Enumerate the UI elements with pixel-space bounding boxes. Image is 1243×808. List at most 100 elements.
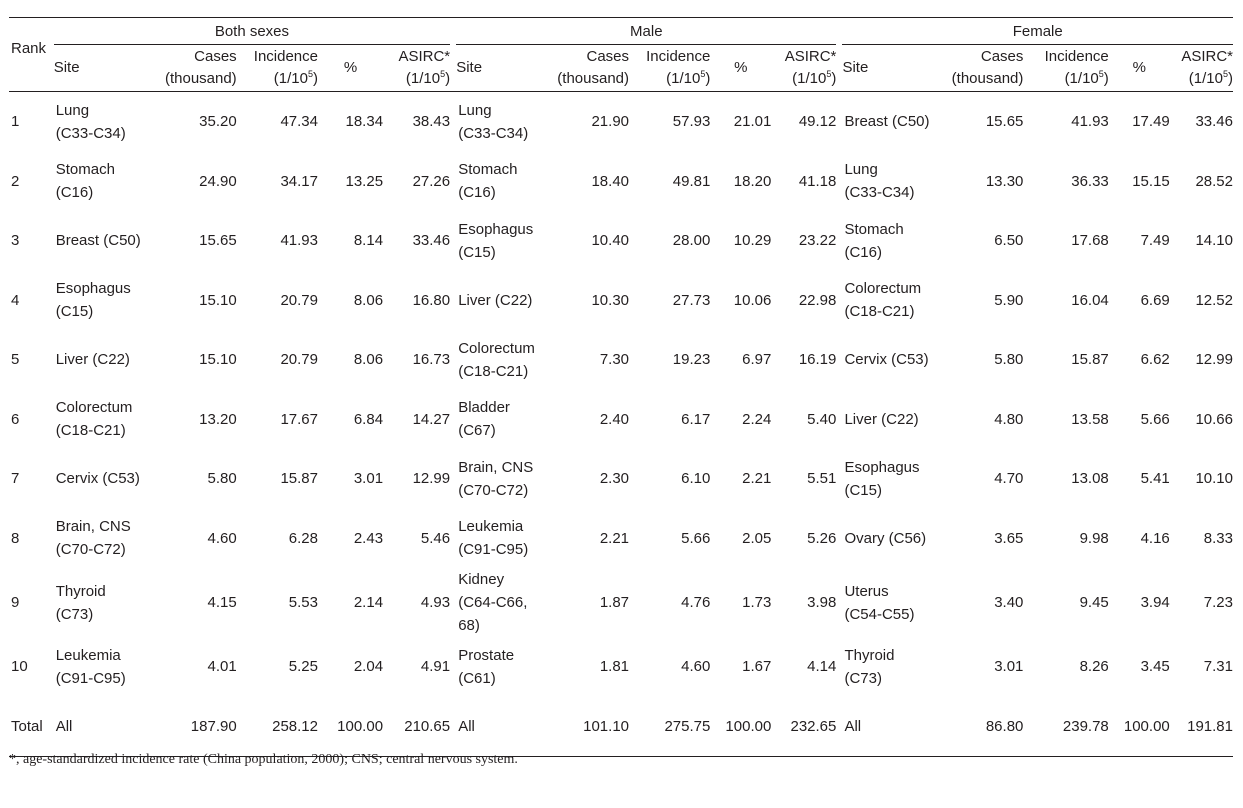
table-body: 1 Lung (C33-C34) 35.20 47.34 18.34 38.43 Lung (C… xyxy=(9,92,1233,757)
both-incidence-cell: 258.12 xyxy=(272,717,318,735)
female-pct-cell: 4.16 xyxy=(1140,529,1170,547)
male-incidence-cell: 6.17 xyxy=(681,410,711,428)
male-incidence-cell: 19.23 xyxy=(672,351,711,369)
both-cases-header: Cases (thousand) xyxy=(164,48,237,87)
male-asirc-header: ASIRC* (1/105) xyxy=(784,48,837,87)
both-cases-cell: 24.90 xyxy=(199,172,237,190)
male-incidence-cell: 5.66 xyxy=(681,529,711,547)
male-pct-cell: 2.21 xyxy=(742,470,772,488)
both-cases-cell: 4.60 xyxy=(207,529,237,547)
female-incidence-cell: 17.68 xyxy=(1071,232,1109,250)
female-cases-cell: 13.30 xyxy=(985,172,1024,190)
rank-cell: 10 xyxy=(11,658,28,676)
male-incidence-cell: 27.73 xyxy=(672,291,711,309)
female-asirc-cell: 12.52 xyxy=(1195,291,1233,309)
female-asirc-cell: 33.46 xyxy=(1195,113,1233,131)
group-both-sexes: Both sexes xyxy=(53,17,451,45)
both-cases-cell: 35.20 xyxy=(199,113,237,131)
both-site-cell: Liver (C22) xyxy=(55,351,130,369)
both-incidence-cell: 20.79 xyxy=(280,291,318,309)
male-pct-cell: 10.29 xyxy=(733,232,772,250)
female-site-cell: Liver (C22) xyxy=(844,410,919,428)
both-incidence-cell: 17.67 xyxy=(280,410,318,428)
both-asirc-cell: 38.43 xyxy=(412,113,451,131)
male-asirc-cell: 5.26 xyxy=(807,529,837,547)
female-incidence-cell: 9.45 xyxy=(1079,594,1109,611)
both-asirc-cell: 4.91 xyxy=(420,658,451,676)
male-asirc-cell: 41.18 xyxy=(798,172,837,190)
both-incidence-cell: 41.93 xyxy=(280,232,318,250)
both-pct-cell: 13.25 xyxy=(345,172,384,190)
footnote: *, age-standardized incidence rate (Chin… xyxy=(9,752,518,767)
female-incidence-cell: 239.78 xyxy=(1062,717,1109,735)
female-cases-cell: 3.40 xyxy=(994,594,1024,611)
male-pct-cell: 10.06 xyxy=(733,291,772,309)
table-row: 6 Colorectum (C18-C21) 13.20 17.67 6.84 14.27 B… xyxy=(9,390,1233,450)
male-incidence-cell: 4.60 xyxy=(681,658,711,676)
both-asirc-cell: 5.46 xyxy=(420,529,451,547)
both-asirc-cell: 16.80 xyxy=(412,291,451,309)
male-cases-cell: 18.40 xyxy=(591,172,630,190)
both-asirc-header: ASIRC* (1/105) xyxy=(398,48,451,87)
male-incidence-cell: 57.93 xyxy=(672,113,711,131)
both-site-cell: Brain, CNS (C70-C72) xyxy=(55,518,131,559)
female-pct-cell: 3.94 xyxy=(1140,594,1170,611)
female-cases-cell: 3.65 xyxy=(994,529,1024,547)
male-pct-cell: 21.01 xyxy=(733,113,772,131)
both-site-cell: Thyroid (C73) xyxy=(55,582,106,623)
female-percent-header: % xyxy=(1132,59,1146,76)
cancer-incidence-table: Rank Both sexes Male Female Site Cases (th… xyxy=(9,17,1233,757)
rank-cell: 7 xyxy=(11,470,20,488)
female-incidence-cell: 16.04 xyxy=(1071,291,1109,309)
table-wrapper: Rank Both sexes Male Female Site Cases (th… xyxy=(9,17,1233,757)
both-pct-cell: 2.14 xyxy=(353,594,384,611)
group-male: Male xyxy=(456,17,837,45)
male-cases-cell: 1.87 xyxy=(599,594,630,611)
male-asirc-cell: 3.98 xyxy=(807,594,837,611)
female-asirc-cell: 191.81 xyxy=(1187,717,1233,735)
both-incidence-cell: 6.28 xyxy=(288,529,318,547)
both-cases-cell: 15.10 xyxy=(199,351,237,369)
both-asirc-cell: 12.99 xyxy=(412,470,451,488)
male-asirc-cell: 4.14 xyxy=(807,658,837,676)
female-incidence-cell: 41.93 xyxy=(1071,113,1109,131)
female-pct-cell: 17.49 xyxy=(1132,113,1170,131)
both-cases-cell: 13.20 xyxy=(199,410,237,428)
male-site-cell: Liver (C22) xyxy=(458,291,533,309)
female-cases-cell: 3.01 xyxy=(994,658,1024,676)
female-pct-cell: 6.69 xyxy=(1140,291,1170,309)
both-asirc-cell: 33.46 xyxy=(412,232,451,250)
female-site-cell: Esophagus (C15) xyxy=(844,458,920,499)
rank-cell: 5 xyxy=(11,351,20,369)
female-site-cell: Uterus (C54-C55) xyxy=(844,582,915,623)
male-site-cell: Esophagus (C15) xyxy=(458,220,534,261)
male-pct-cell: 6.97 xyxy=(742,351,772,369)
male-site-cell: Bladder (C67) xyxy=(458,399,510,440)
female-incidence-cell: 8.26 xyxy=(1079,658,1109,676)
female-site-cell: Breast (C50) xyxy=(844,113,930,131)
female-asirc-cell: 7.31 xyxy=(1203,658,1233,676)
male-site-cell: Prostate (C61) xyxy=(458,646,515,687)
table-row: 8 Brain, CNS (C70-C72) 4.60 6.28 2.43 5.46 Leuk… xyxy=(9,509,1233,569)
both-incidence-cell: 34.17 xyxy=(280,172,318,190)
female-pct-cell: 15.15 xyxy=(1132,172,1170,190)
female-asirc-cell: 28.52 xyxy=(1195,172,1233,190)
group-female: Female xyxy=(842,17,1233,45)
male-site-cell: Colorectum (C18-C21) xyxy=(458,339,535,380)
male-incidence-cell: 4.76 xyxy=(681,594,711,611)
both-cases-cell: 15.65 xyxy=(199,232,237,250)
table-row: 2 Stomach (C16) 24.90 34.17 13.25 27.26 Stomach… xyxy=(9,152,1233,212)
female-cases-cell: 6.50 xyxy=(994,232,1024,250)
male-asirc-cell: 16.19 xyxy=(798,351,837,369)
both-site-cell: Leukemia (C91-C95) xyxy=(55,646,126,687)
male-site-cell: Brain, CNS (C70-C72) xyxy=(458,458,534,499)
rank-cell: Total xyxy=(11,717,43,735)
male-site-cell: Lung (C33-C34) xyxy=(458,101,529,142)
female-site-cell: All xyxy=(844,717,862,735)
male-cases-cell: 10.30 xyxy=(591,291,630,309)
rank-cell: 8 xyxy=(11,529,20,547)
female-cases-header: Cases (thousand) xyxy=(951,48,1024,87)
male-asirc-cell: 5.51 xyxy=(807,470,837,488)
male-cases-header: Cases (thousand) xyxy=(557,48,630,87)
female-site-cell: Colorectum (C18-C21) xyxy=(844,280,922,321)
